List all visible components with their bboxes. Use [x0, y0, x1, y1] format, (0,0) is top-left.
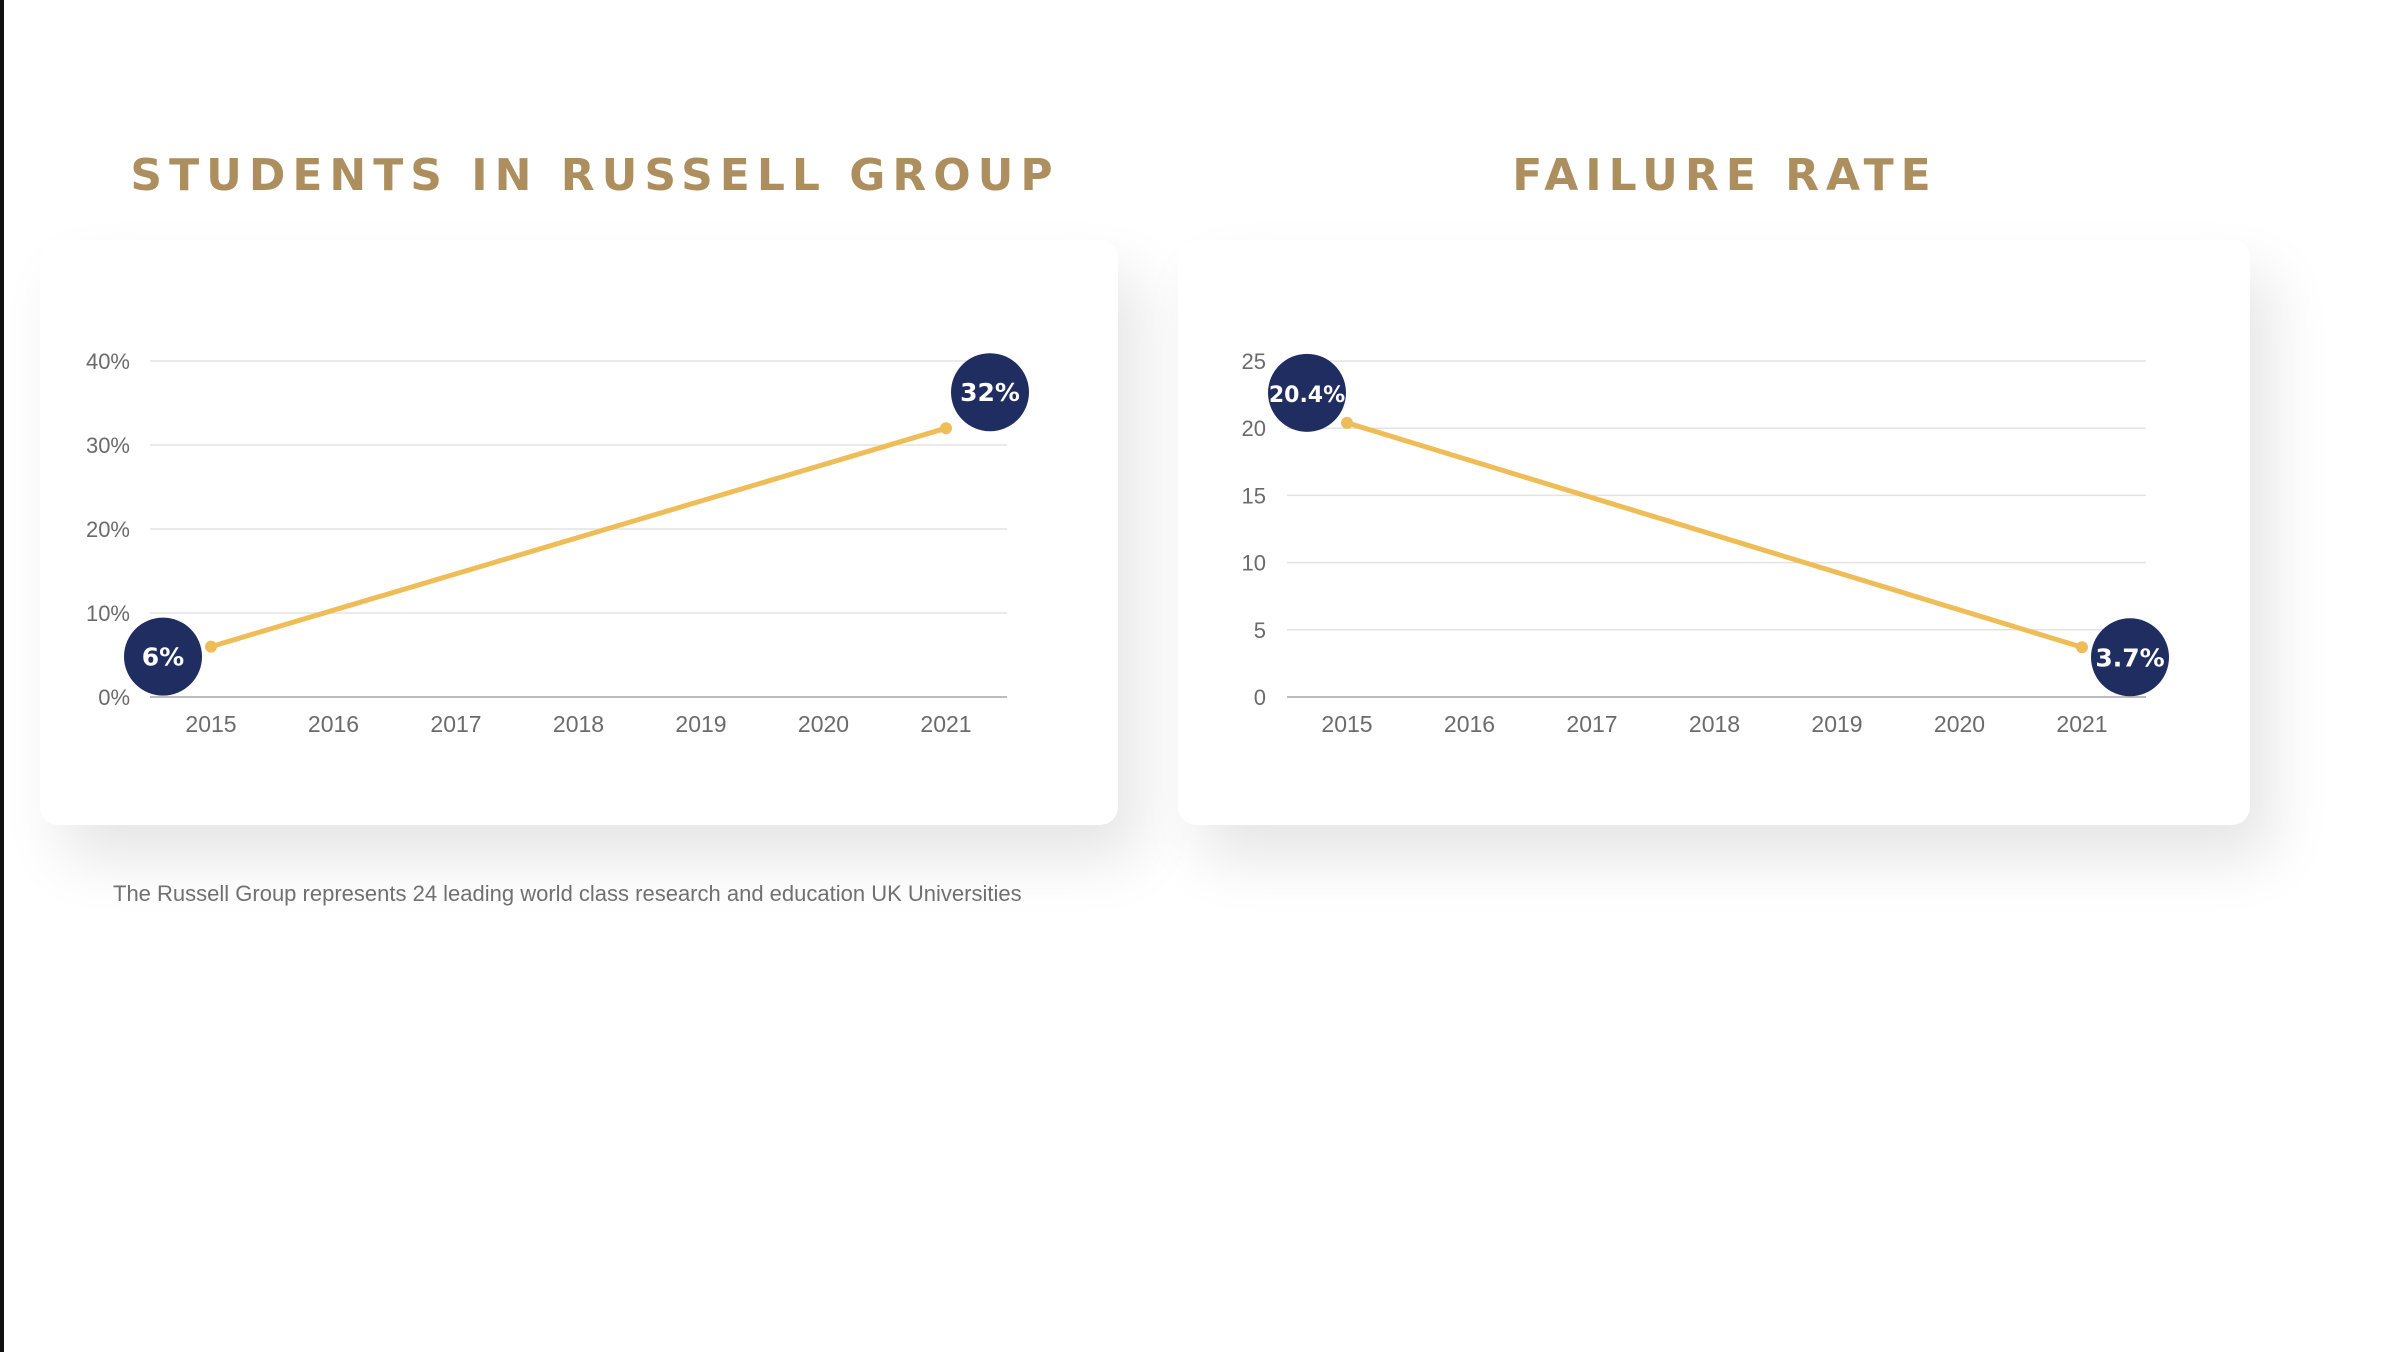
failure-rate-x-tick-label: 2021 [2056, 711, 2107, 737]
students-data-badge [124, 617, 202, 696]
chart-title-failure-rate: FAILURE RATE [1512, 150, 1938, 201]
failure-rate-data-label: 3.7% [2095, 643, 2164, 672]
students-x-tick-label: 2017 [430, 711, 481, 737]
students-x-tick-label: 2015 [185, 711, 236, 737]
failure-rate-data-point [1341, 416, 1353, 429]
footnote: The Russell Group represents 24 leading … [113, 881, 1022, 906]
failure-rate-y-tick-label: 10 [1242, 551, 1266, 576]
students-x-tick-label: 2020 [798, 711, 849, 737]
failure-rate-y-tick-label: 15 [1242, 483, 1266, 508]
failure-rate-x-tick-label: 2019 [1811, 711, 1862, 737]
students-data-badge [951, 353, 1029, 432]
left-edge-rule [0, 0, 4, 1352]
failure-rate-y-tick-label: 20 [1242, 416, 1266, 441]
failure-rate-x-tick-label: 2016 [1444, 711, 1495, 737]
chart-card-students [40, 240, 1118, 825]
failure-rate-data-label: 20.4% [1269, 383, 1345, 408]
failure-rate-x-tick-label: 2018 [1689, 711, 1740, 737]
students-x-tick-label: 2019 [675, 711, 726, 737]
students-series-line [208, 425, 949, 650]
failure-rate-data-point [2076, 641, 2088, 654]
failure-rate-data-badge [2091, 618, 2169, 697]
students-data-label: 6% [142, 643, 184, 672]
students-data-point [940, 422, 952, 435]
failure-rate-data-badge [1268, 353, 1346, 432]
failure-rate-y-tick-label: 0 [1254, 685, 1266, 710]
students-y-tick-label: 0% [98, 685, 130, 710]
students-data-label: 32% [960, 378, 1020, 407]
failure-rate-y-tick-label: 25 [1242, 349, 1266, 374]
failure-rate-x-tick-label: 2020 [1934, 711, 1985, 737]
students-x-tick-label: 2021 [920, 711, 971, 737]
failure-rate-series-line [1344, 420, 2085, 650]
students-y-tick-label: 30% [86, 433, 130, 458]
students-x-tick-label: 2016 [308, 711, 359, 737]
failure-rate-x-tick-label: 2015 [1321, 711, 1372, 737]
failure-rate-y-tick-label: 5 [1254, 618, 1266, 643]
students-data-point [205, 640, 217, 653]
students-y-tick-label: 40% [86, 349, 130, 374]
students-y-tick-label: 10% [86, 601, 130, 626]
students-x-tick-label: 2018 [553, 711, 604, 737]
failure-rate-x-tick-label: 2017 [1566, 711, 1617, 737]
chart-title-students: STUDENTS IN RUSSELL GROUP [130, 150, 1060, 201]
students-y-tick-label: 20% [86, 517, 130, 542]
